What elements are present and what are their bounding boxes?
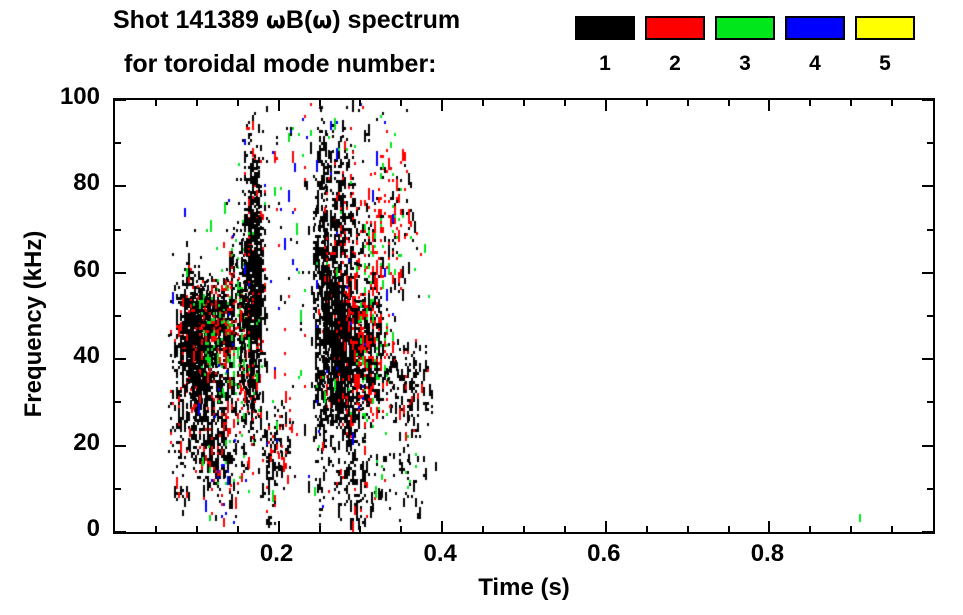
y-tick-major bbox=[115, 444, 126, 447]
x-tick-minor bbox=[850, 526, 853, 532]
x-tick-minor bbox=[563, 526, 566, 532]
figure-title-line-1: Shot 141389 ωB(ω) spectrum bbox=[113, 6, 460, 35]
legend-label-n3: 3 bbox=[739, 52, 751, 75]
x-tick-major bbox=[604, 100, 607, 111]
y-axis-title: Frequency (kHz) bbox=[20, 230, 47, 418]
x-tick-minor bbox=[400, 100, 403, 106]
x-tick-minor bbox=[236, 100, 239, 106]
legend-swatch-n5 bbox=[855, 16, 915, 40]
y-tick-major bbox=[115, 531, 126, 533]
x-tick-label: 0.8 bbox=[750, 540, 785, 567]
x-tick-label: 0.4 bbox=[423, 540, 457, 567]
y-tick-label: 0 bbox=[86, 515, 100, 542]
title-suffix: ) spectrum bbox=[332, 6, 461, 34]
x-tick-minor bbox=[482, 526, 485, 532]
b-symbol: B( bbox=[285, 6, 313, 34]
y-tick-major bbox=[115, 185, 126, 188]
legend-label-n5: 5 bbox=[879, 52, 891, 75]
y-tick-minor bbox=[115, 315, 121, 317]
x-tick-major bbox=[768, 521, 771, 532]
title-space bbox=[259, 6, 266, 34]
title-prefix: Shot bbox=[113, 6, 176, 34]
y-tick-minor bbox=[115, 401, 121, 404]
x-tick-minor bbox=[400, 526, 403, 532]
y-tick-label: 80 bbox=[73, 169, 100, 197]
x-tick-major bbox=[441, 100, 444, 111]
y-tick-minor bbox=[927, 228, 933, 231]
x-tick-minor bbox=[645, 100, 648, 106]
x-tick-minor bbox=[850, 100, 853, 106]
x-tick-minor bbox=[195, 526, 198, 532]
x-tick-minor bbox=[236, 526, 239, 532]
x-axis-title: Time (s) bbox=[478, 574, 570, 601]
y-tick-minor bbox=[927, 487, 933, 490]
y-tick-major bbox=[922, 531, 933, 533]
x-tick-minor bbox=[727, 100, 730, 106]
x-tick-minor bbox=[523, 526, 525, 532]
y-tick-major bbox=[922, 99, 933, 101]
x-tick-minor bbox=[523, 100, 525, 106]
y-tick-major bbox=[922, 185, 933, 188]
x-tick-minor bbox=[482, 100, 485, 106]
omega-symbol-2: ω bbox=[312, 8, 333, 34]
x-tick-minor bbox=[686, 100, 689, 106]
mode-number-legend: 1 2 3 4 5 bbox=[575, 0, 963, 92]
legend-label-n4: 4 bbox=[809, 52, 821, 75]
x-tick-minor bbox=[891, 526, 894, 532]
x-tick-minor bbox=[318, 100, 321, 106]
y-tick-minor bbox=[115, 487, 121, 490]
x-tick-minor bbox=[891, 100, 894, 106]
x-tick-minor bbox=[727, 526, 730, 532]
y-tick-minor bbox=[927, 401, 933, 404]
x-tick-minor bbox=[645, 526, 648, 532]
y-tick-major bbox=[922, 358, 933, 361]
y-tick-minor bbox=[927, 315, 933, 317]
y-tick-major bbox=[115, 271, 126, 274]
x-tick-label: 0.2 bbox=[259, 540, 294, 567]
y-tick-label: 60 bbox=[73, 255, 100, 283]
shot-number: 141389 bbox=[175, 6, 259, 34]
x-tick-major bbox=[604, 521, 607, 532]
legend-swatch-n1 bbox=[575, 16, 635, 40]
y-tick-major bbox=[115, 99, 126, 101]
y-tick-minor bbox=[927, 142, 933, 145]
legend-label-n2: 2 bbox=[669, 52, 681, 75]
y-tick-major bbox=[922, 271, 933, 274]
x-tick-minor bbox=[359, 100, 362, 106]
y-tick-minor bbox=[115, 142, 121, 145]
y-tick-major bbox=[922, 444, 933, 447]
x-tick-minor bbox=[686, 526, 689, 532]
plot-area bbox=[113, 98, 935, 534]
x-tick-minor bbox=[809, 100, 812, 106]
y-tick-label: 20 bbox=[73, 428, 100, 456]
y-tick-minor bbox=[115, 228, 121, 231]
x-tick-major bbox=[768, 100, 771, 111]
x-tick-minor bbox=[563, 100, 566, 106]
y-tick-major bbox=[115, 358, 126, 361]
x-tick-label: 0.6 bbox=[587, 540, 621, 567]
spectrogram-image bbox=[115, 100, 933, 532]
y-tick-label: 100 bbox=[59, 83, 100, 110]
x-tick-minor bbox=[318, 526, 321, 532]
x-tick-minor bbox=[195, 100, 198, 106]
x-tick-minor bbox=[359, 526, 362, 532]
legend-label-n1: 1 bbox=[599, 52, 611, 75]
x-tick-major bbox=[277, 521, 280, 532]
x-tick-major bbox=[441, 521, 444, 532]
x-tick-minor bbox=[154, 100, 157, 106]
legend-swatch-n4 bbox=[785, 16, 845, 40]
x-tick-minor bbox=[809, 526, 812, 532]
x-tick-major bbox=[277, 100, 280, 111]
figure-title-line-2: for toroidal mode number: bbox=[124, 50, 437, 78]
legend-swatch-n2 bbox=[645, 16, 705, 40]
legend-swatch-n3 bbox=[715, 16, 775, 40]
y-tick-label: 40 bbox=[73, 342, 100, 370]
omega-symbol-1: ω bbox=[265, 8, 286, 34]
x-tick-minor bbox=[154, 526, 157, 532]
